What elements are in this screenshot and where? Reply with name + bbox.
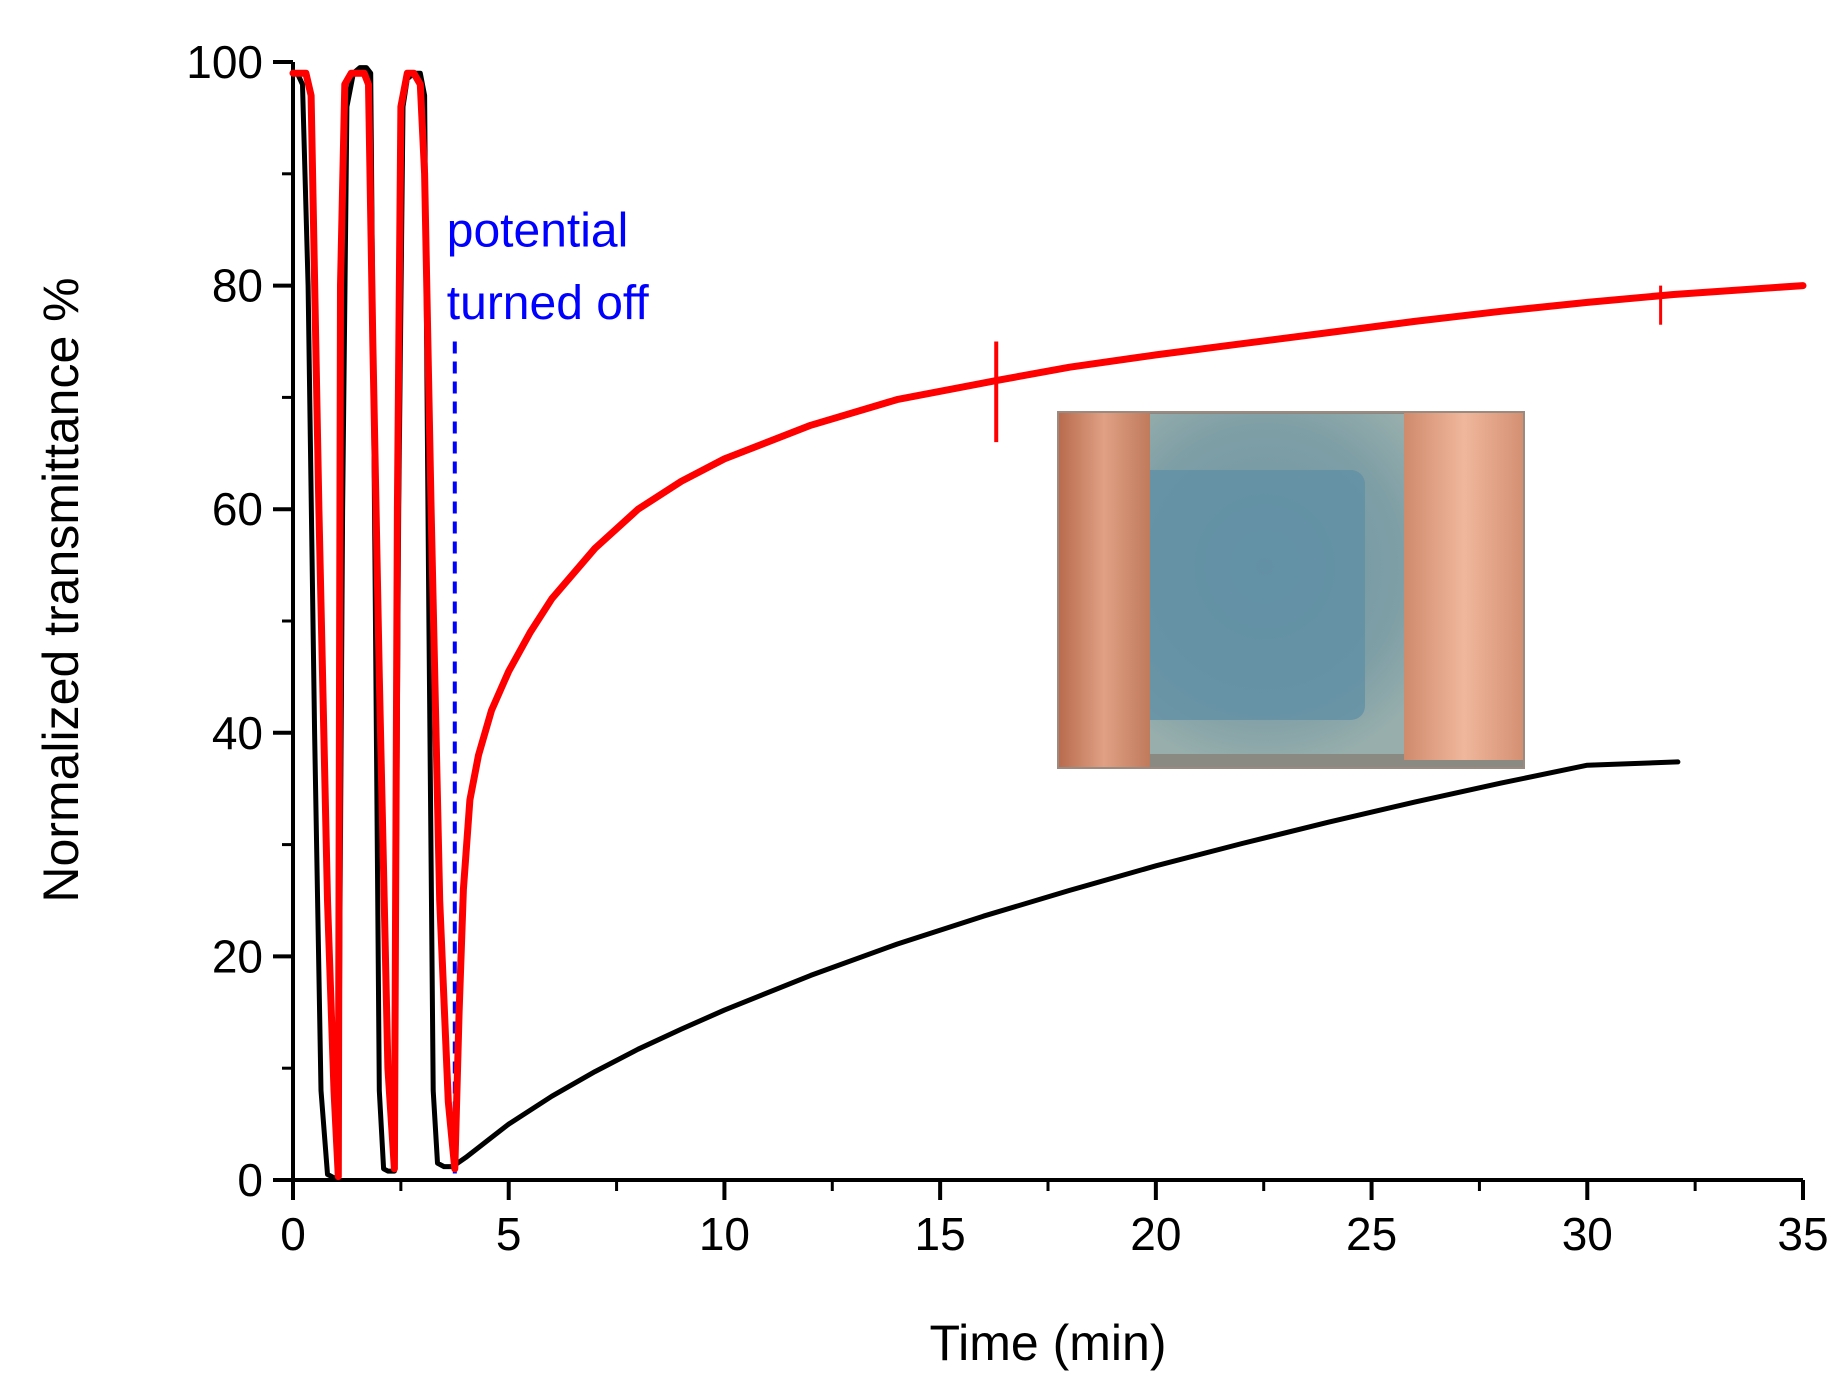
annotation-text-line-2: turned off: [447, 277, 650, 330]
y-tick-label: 100: [186, 36, 263, 88]
inset-photo-copper-right: [1404, 412, 1524, 760]
annotation-text-line-1: potential: [447, 204, 628, 257]
series-line-red: [289, 69, 1807, 1181]
x-tick-label: 0: [280, 1208, 306, 1260]
ticks: [273, 60, 1805, 1200]
x-tick-label: 5: [496, 1208, 522, 1260]
x-axis-title: Time (min): [929, 1315, 1166, 1371]
annotation-potential-off: potential turned off: [447, 204, 650, 1180]
x-tick-label: 15: [915, 1208, 966, 1260]
y-tick-label: 40: [212, 707, 263, 759]
y-tick-label: 60: [212, 483, 263, 535]
x-tick-label: 20: [1130, 1208, 1181, 1260]
x-tick-label: 10: [699, 1208, 750, 1260]
inset-photo-border: [1057, 411, 1525, 769]
tick-labels: 0 5 10 15 20 25 30 35 0 20 40 60 80 100: [186, 36, 1828, 1260]
y-tick-label: 80: [212, 260, 263, 312]
y-tick-label: 0: [237, 1154, 263, 1206]
x-tick-label: 35: [1777, 1208, 1828, 1260]
y-axis-title: Normalized transmittance %: [33, 277, 89, 902]
inset-photo: [1057, 411, 1525, 769]
y-tick-label: 20: [212, 930, 263, 982]
series-layer: [289, 65, 1807, 1181]
x-tick-label: 25: [1346, 1208, 1397, 1260]
inset-photo-copper-left: [1058, 412, 1150, 768]
x-tick-label: 30: [1562, 1208, 1613, 1260]
inset-photo-film: [1130, 470, 1365, 720]
